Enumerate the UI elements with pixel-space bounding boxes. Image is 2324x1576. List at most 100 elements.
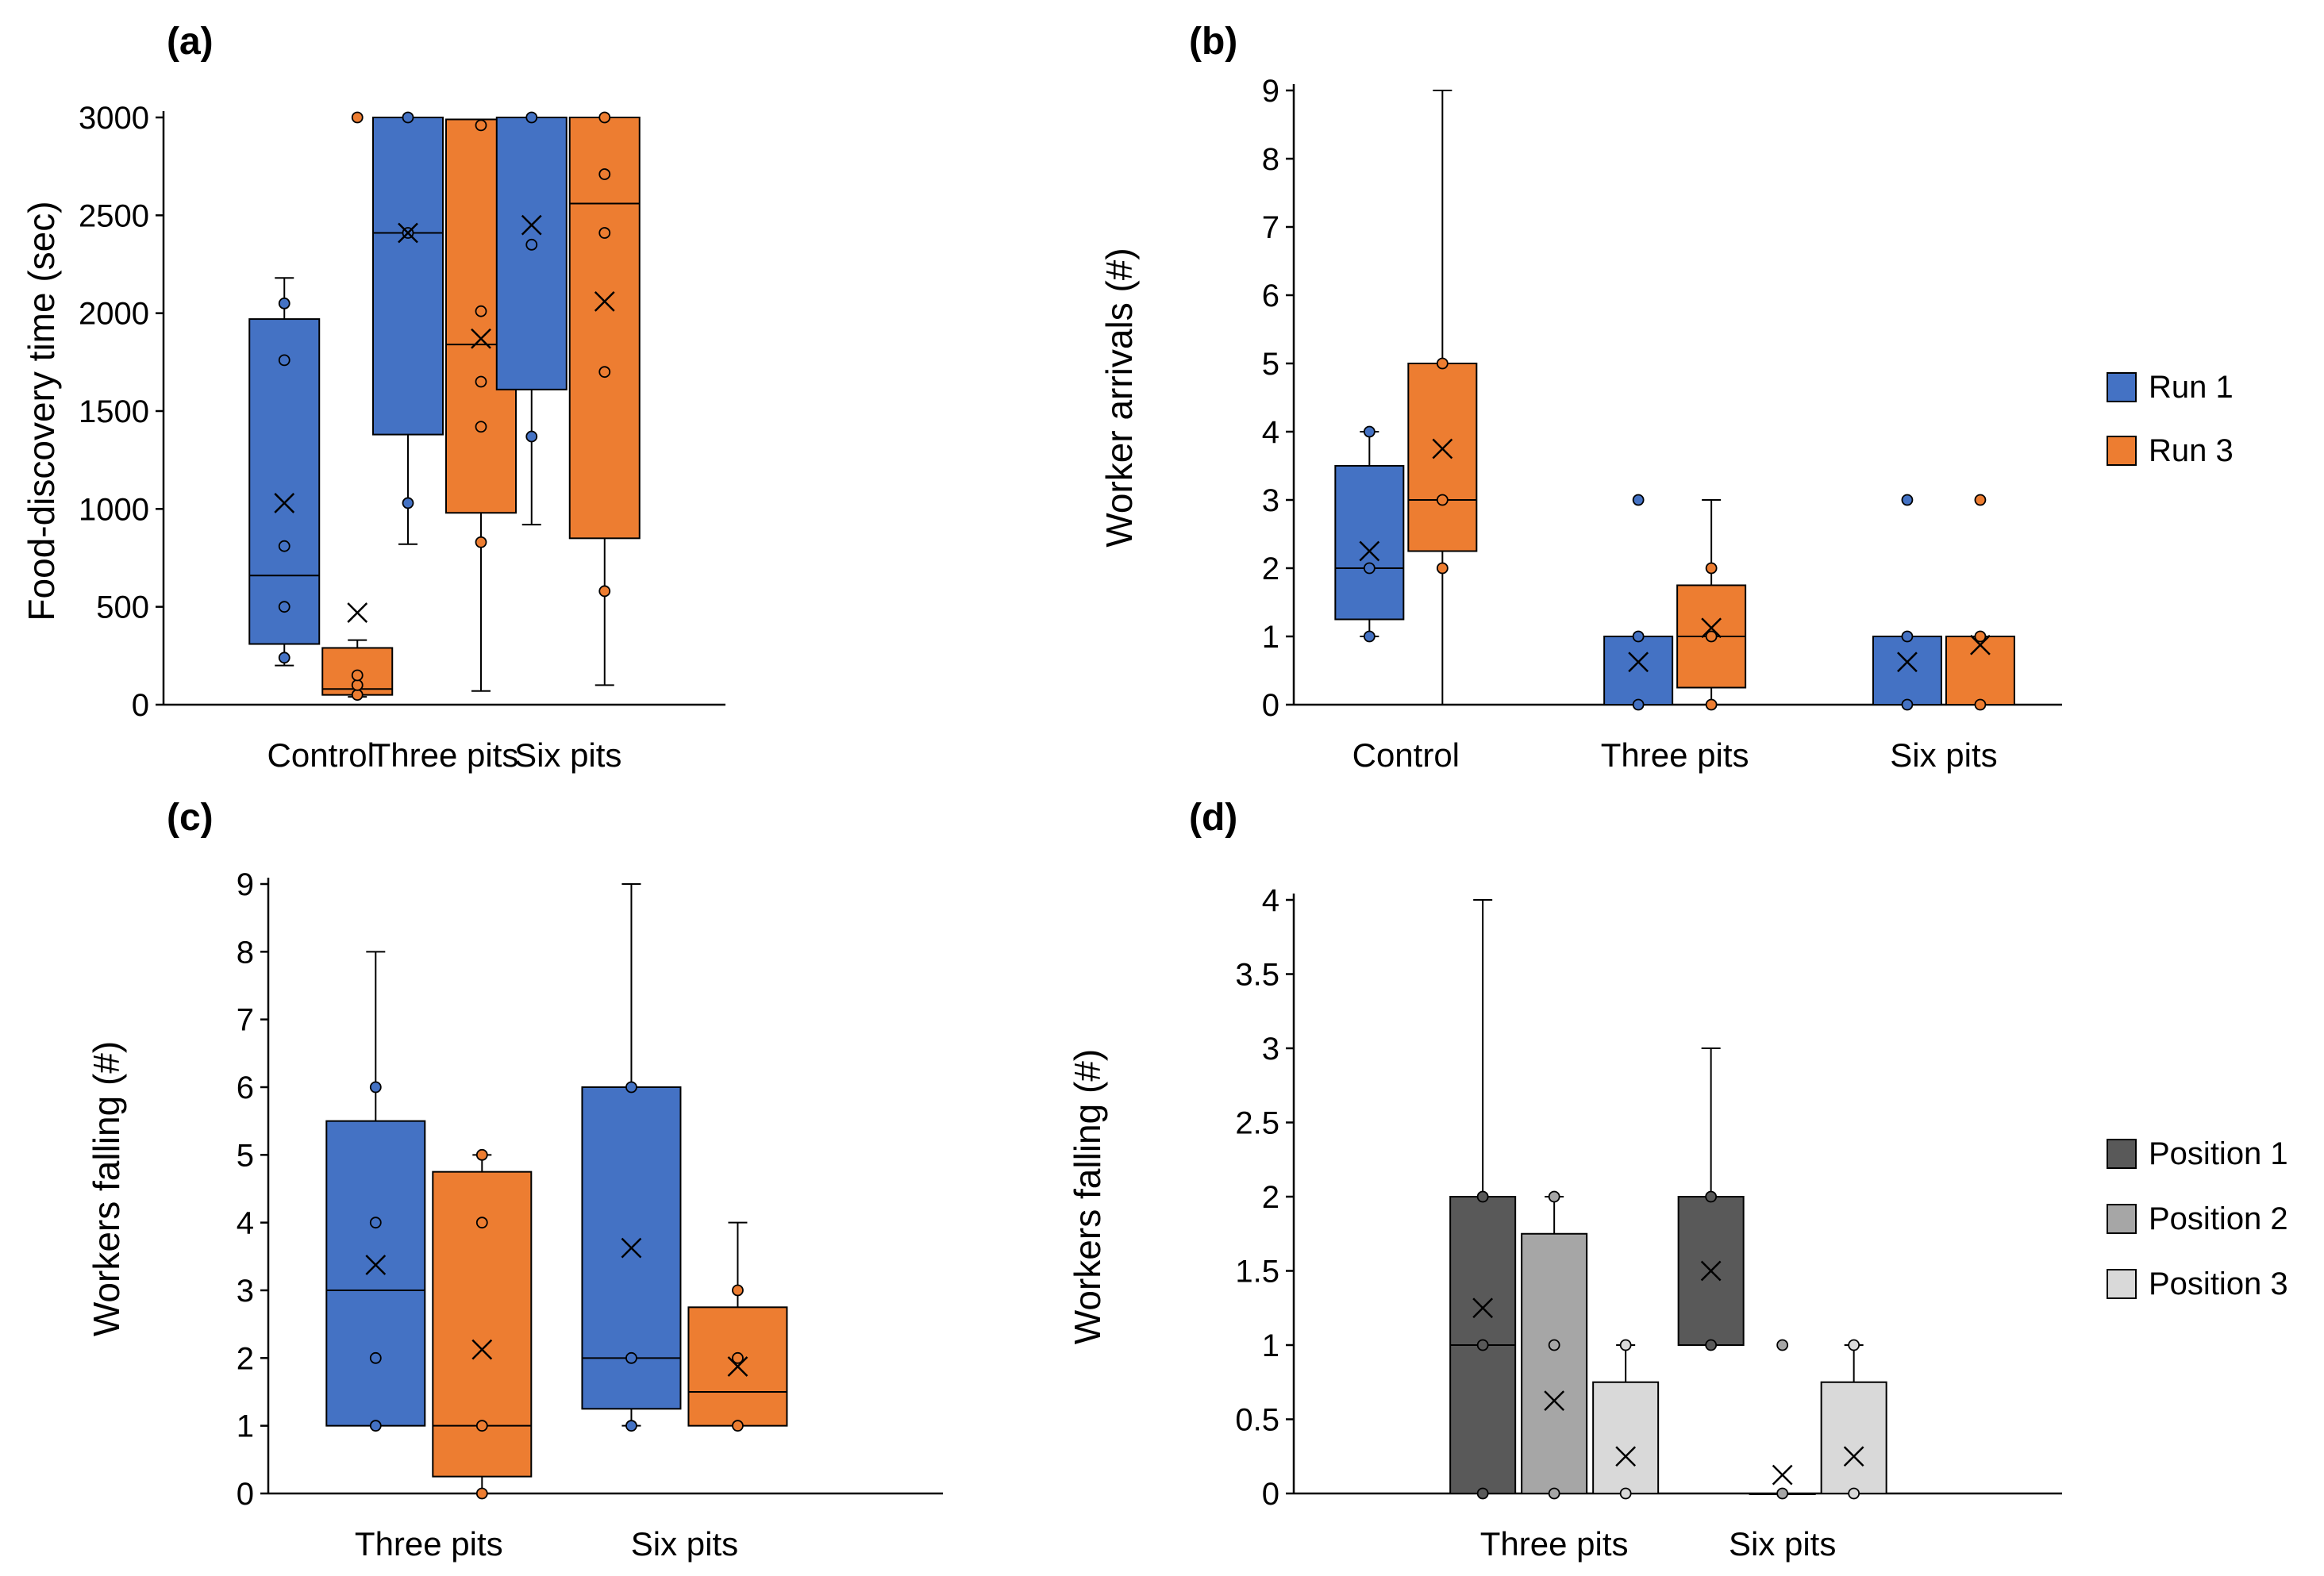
box-iqr (1945, 636, 2015, 705)
data-point (1974, 630, 1987, 643)
data-point (1848, 1339, 1860, 1351)
data-point (1363, 630, 1376, 643)
y-tick-label: 3 (1262, 1032, 1279, 1067)
category-label: Six pits (631, 1525, 738, 1563)
y-tick-label: 4 (1262, 415, 1279, 450)
legend-2: Position 1 Position 2 Position 3 (2107, 1136, 2288, 1301)
mean-marker (1843, 1446, 1864, 1467)
y-tick-label: 6 (237, 1071, 254, 1105)
legend-swatch (2107, 436, 2137, 466)
data-point (1901, 698, 1914, 711)
mean-marker (727, 1356, 748, 1377)
y-tick-label: 1 (1262, 1328, 1279, 1363)
data-point (732, 1284, 744, 1297)
data-point (475, 375, 487, 388)
mean-marker (621, 1237, 642, 1259)
y-tick-label: 500 (96, 590, 149, 625)
box-position-2-six-pits (1749, 1339, 1816, 1500)
data-point (1705, 562, 1718, 575)
data-point (625, 1351, 637, 1364)
data-point (402, 497, 414, 509)
data-point (1974, 698, 1987, 711)
box-position-3-three-pits (1592, 1339, 1660, 1500)
mean-marker (1970, 634, 1991, 655)
box-iqr (1820, 1381, 1887, 1494)
data-point (351, 689, 364, 702)
legend-swatch (2107, 1269, 2137, 1299)
box-iqr (248, 318, 321, 645)
box-run-3-control (1407, 90, 1478, 705)
data-point (598, 227, 611, 239)
y-axis-title: Workers falling (#) (1067, 1049, 1108, 1344)
data-point (598, 168, 611, 180)
y-tick-label: 0.5 (1235, 1403, 1279, 1438)
category-label: Six pits (1729, 1525, 1836, 1563)
y-axis-title: Food-discovery time (sec) (21, 201, 62, 621)
mean-marker (1628, 652, 1649, 673)
y-tick-label: 0 (132, 688, 149, 723)
data-point (1705, 1190, 1718, 1203)
data-point (351, 678, 364, 691)
box-iqr (1407, 363, 1478, 552)
box-run-3-six-pits (568, 111, 641, 686)
y-tick-label: 7 (237, 1003, 254, 1038)
category-label: Control (267, 736, 375, 774)
data-point (1705, 698, 1718, 711)
data-point (525, 430, 538, 443)
data-point (1705, 630, 1718, 643)
box-iqr (1603, 636, 1674, 705)
data-point (475, 1420, 488, 1432)
mean-marker (1544, 1390, 1565, 1412)
y-tick-label: 3.5 (1235, 958, 1279, 993)
box-run-3-three-pits (432, 1148, 533, 1500)
y-tick-label: 2 (1262, 1180, 1279, 1215)
data-point (369, 1420, 382, 1432)
category-label: Six pits (1890, 736, 1997, 774)
chart-panel-3: (c) 0 1 2 3 4 5 6 7 8 9 Workers falling (#) Three pi… (86, 797, 943, 1563)
data-point (625, 1420, 637, 1432)
category-label: Three pits (371, 736, 519, 774)
data-point (1901, 494, 1914, 506)
panel-label: (d) (1189, 797, 1237, 839)
y-tick-label: 9 (237, 867, 254, 902)
y-tick-label: 0 (237, 1477, 254, 1512)
box-run-1-three-pits (325, 951, 426, 1432)
data-point (351, 669, 364, 682)
box-run-1-control (1334, 425, 1405, 643)
data-point (351, 111, 364, 124)
box-iqr (1592, 1381, 1660, 1494)
y-tick-label: 7 (1262, 210, 1279, 245)
data-point (1476, 1190, 1489, 1203)
data-point (278, 354, 290, 367)
box-iqr (1334, 465, 1405, 621)
data-point (475, 119, 487, 132)
box-run-1-three-pits (372, 111, 444, 545)
category-label: Control (1352, 736, 1460, 774)
data-point (1476, 1487, 1489, 1500)
legend-label: Position 2 (2149, 1201, 2288, 1236)
data-point (1548, 1190, 1560, 1203)
data-point (1548, 1487, 1560, 1500)
legend-swatch (2107, 1139, 2137, 1169)
box-iqr (1872, 636, 1942, 705)
y-tick-label: 2 (237, 1341, 254, 1376)
box-run-3-three-pits (1676, 499, 1747, 711)
box-run-1-six-pits (581, 883, 682, 1432)
data-point (525, 238, 538, 251)
y-tick-label: 1 (237, 1409, 254, 1444)
category-label: Three pits (1480, 1525, 1629, 1563)
panel-label: (b) (1189, 21, 1237, 63)
data-point (1619, 1487, 1632, 1500)
box-iqr (1521, 1232, 1588, 1494)
legend-swatch (2107, 372, 2137, 402)
box-iqr (372, 117, 444, 436)
y-tick-label: 8 (1262, 142, 1279, 177)
box-run-1-control (248, 277, 321, 667)
data-point (525, 111, 538, 124)
legend-label: Position 1 (2149, 1136, 2288, 1171)
data-point (1974, 494, 1987, 506)
data-point (278, 540, 290, 552)
panel-label: (c) (167, 797, 214, 839)
data-point (475, 421, 487, 433)
box-position-3-six-pits (1820, 1339, 1887, 1500)
